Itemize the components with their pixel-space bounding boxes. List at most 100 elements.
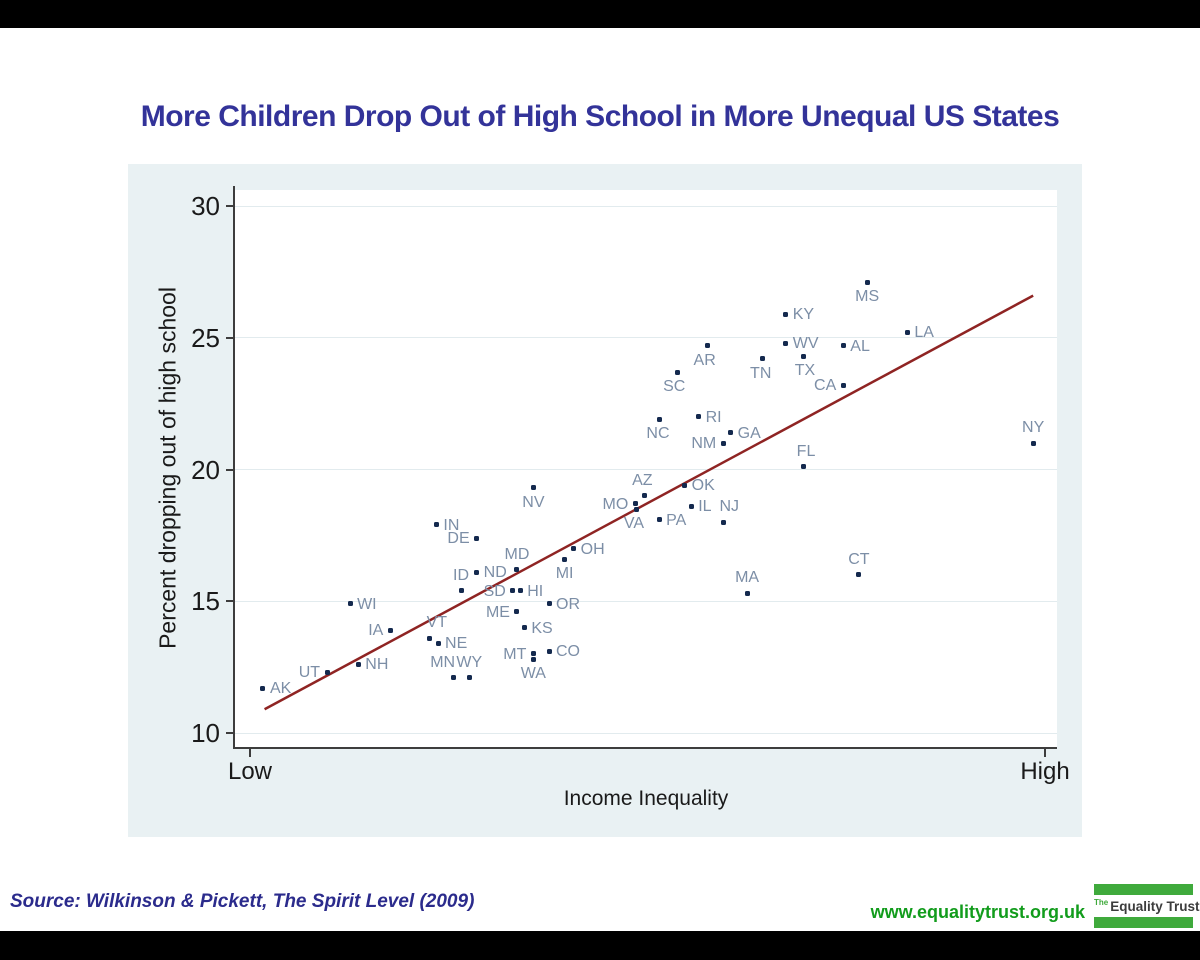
- state-label-MD: MD: [504, 545, 530, 563]
- state-label-NH: NH: [365, 656, 389, 674]
- y-axis-line: [233, 186, 235, 749]
- data-point-AL: [840, 343, 846, 349]
- state-label-NE: NE: [445, 635, 468, 653]
- state-label-ND: ND: [483, 564, 507, 582]
- state-label-TN: TN: [750, 364, 772, 382]
- data-point-CO: [546, 648, 552, 654]
- data-point-OH: [571, 546, 577, 552]
- logo-bottom-bar: [1094, 917, 1193, 928]
- gridline-15: [235, 600, 1057, 602]
- state-label-MT: MT: [503, 645, 527, 663]
- state-label-TX: TX: [794, 362, 816, 380]
- y-tick-15: [226, 600, 233, 603]
- state-label-LA: LA: [914, 324, 934, 342]
- gridline-30: [235, 205, 1057, 207]
- data-point-IL: [688, 503, 694, 509]
- bottom-black-bar: [0, 931, 1200, 960]
- data-point-WY: [466, 675, 472, 681]
- x-tick-low: [249, 749, 251, 757]
- data-point-OK: [682, 482, 688, 488]
- data-point-MA: [744, 590, 750, 596]
- state-label-KS: KS: [531, 619, 553, 637]
- data-point-IA: [387, 627, 393, 633]
- data-point-DE: [474, 535, 480, 541]
- data-point-AR: [705, 343, 711, 349]
- state-label-MO: MO: [602, 495, 629, 513]
- data-point-NY: [1030, 440, 1036, 446]
- gridline-10: [235, 732, 1057, 734]
- state-label-WI: WI: [357, 595, 377, 613]
- state-label-FL: FL: [796, 442, 816, 460]
- x-tick-label-high: High: [1020, 758, 1070, 785]
- state-label-PA: PA: [666, 511, 687, 529]
- source-citation: Source: Wilkinson & Pickett, The Spirit …: [10, 891, 475, 912]
- data-point-UT: [324, 669, 330, 675]
- state-label-MS: MS: [855, 288, 880, 306]
- data-point-NC: [657, 416, 663, 422]
- data-point-WV: [783, 340, 789, 346]
- state-label-MN: MN: [430, 653, 456, 671]
- equality-trust-logo: The Equality Trust: [1094, 884, 1200, 928]
- y-tick-20: [226, 468, 233, 471]
- data-point-SD: [510, 588, 516, 594]
- data-point-GA: [728, 430, 734, 436]
- x-tick-label-low: Low: [227, 758, 273, 785]
- data-point-AK: [260, 685, 266, 691]
- data-point-CT: [856, 572, 862, 578]
- state-label-ME: ME: [485, 603, 510, 621]
- state-label-SC: SC: [663, 378, 686, 395]
- state-label-KY: KY: [792, 306, 815, 324]
- data-point-ME: [514, 609, 520, 615]
- y-tick-10: [226, 732, 233, 734]
- data-point-NJ: [720, 519, 726, 525]
- data-point-AZ: [641, 493, 647, 499]
- state-label-UT: UT: [298, 664, 321, 682]
- data-point-IN: [433, 522, 439, 528]
- state-label-GA: GA: [737, 424, 761, 442]
- logo-name: Equality Trust: [1110, 898, 1200, 914]
- data-point-NV: [530, 485, 536, 491]
- state-label-MA: MA: [735, 569, 760, 587]
- logo-prefix: The: [1094, 897, 1109, 907]
- y-tick-25: [226, 336, 233, 339]
- y-tick-label-30: 30: [191, 191, 220, 221]
- state-label-CT: CT: [848, 550, 870, 568]
- data-point-ID: [458, 588, 464, 594]
- state-label-CO: CO: [556, 643, 580, 661]
- data-point-TX: [800, 353, 806, 359]
- state-label-NC: NC: [646, 425, 670, 443]
- data-point-MT: [530, 651, 536, 657]
- state-label-RI: RI: [705, 408, 722, 426]
- y-tick-30: [226, 205, 233, 207]
- state-label-NJ: NJ: [719, 498, 740, 516]
- data-point-OR: [546, 601, 552, 607]
- data-point-TN: [760, 356, 766, 362]
- state-label-AL: AL: [850, 337, 870, 355]
- data-point-WA: [530, 656, 536, 662]
- data-point-NM: [720, 440, 726, 446]
- state-label-WY: WY: [456, 653, 483, 671]
- x-axis-title: Income Inequality: [563, 787, 729, 810]
- state-label-OK: OK: [691, 477, 715, 495]
- data-point-MD: [514, 567, 520, 573]
- data-point-KY: [783, 311, 789, 317]
- data-point-CA: [840, 382, 846, 388]
- data-point-RI: [696, 414, 702, 420]
- data-point-KS: [521, 625, 527, 631]
- x-axis-line: [233, 747, 1057, 749]
- data-point-VA: [634, 506, 640, 512]
- website-url: www.equalitytrust.org.uk: [870, 902, 1085, 922]
- y-tick-label-15: 15: [191, 586, 220, 617]
- state-label-SD: SD: [483, 582, 506, 600]
- data-point-MS: [864, 279, 870, 285]
- state-label-NY: NY: [1022, 419, 1045, 437]
- chart-area: Percent dropping out of high school AK UT…: [128, 164, 1082, 837]
- y-tick-label-20: 20: [191, 454, 220, 485]
- state-label-HI: HI: [527, 582, 544, 600]
- y-tick-label-10: 10: [191, 718, 220, 748]
- gridline-20: [235, 469, 1057, 470]
- data-point-WI: [347, 601, 353, 607]
- plot-area: AK UT NH WI IA VT NE MN WY IN DE ND ID SD HI MD ME KS MT WA…: [235, 190, 1057, 747]
- data-point-LA: [904, 329, 910, 335]
- state-label-AR: AR: [693, 351, 716, 369]
